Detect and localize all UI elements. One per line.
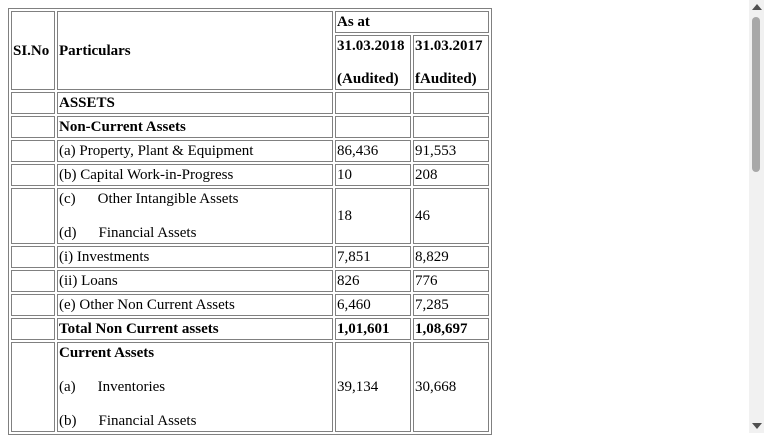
header-row-2: 31.03.2018 (Audited) 31.03.2017 fAudited… (11, 35, 489, 90)
row-label: Financial Assets (98, 413, 197, 429)
total-value-2018: 1,01,601 (335, 318, 411, 340)
item-marker: (c) (59, 191, 76, 207)
non-current-assets-heading: Non-Current Assets (57, 116, 333, 138)
table-row: (c) Other Intangible Assets (d) Financial … (11, 188, 489, 244)
row-value-2018: 39,134 (335, 342, 411, 432)
as-at-header: As at (335, 11, 489, 33)
row-label: (b) Capital Work-in-Progress (57, 164, 333, 186)
col1-header: 31.03.2018 (Audited) (335, 35, 411, 90)
row-label-multiline: (c) Other Intangible Assets (d) Financial … (57, 188, 333, 244)
table-row: (a) Property, Plant & Equipment 86,436 9… (11, 140, 489, 162)
col2-status: fAudited) (415, 71, 477, 87)
row-value-2017: 91,553 (413, 140, 489, 162)
item-marker: (a) (59, 379, 76, 395)
row-value-2017: 208 (413, 164, 489, 186)
row-label: (e) Other Non Current Assets (57, 294, 333, 316)
row-value-2017: 7,285 (413, 294, 489, 316)
header-row-1: SI.No Particulars As at (11, 11, 489, 90)
row-value-2018: 18 (335, 188, 411, 244)
item-marker: (d) (59, 225, 77, 241)
scroll-up-arrow-icon[interactable] (752, 4, 762, 10)
table-row: (b) Capital Work-in-Progress 10 208 (11, 164, 489, 186)
col2-date: 31.03.2017 (415, 38, 483, 54)
balance-sheet-table: SI.No Particulars As at 31.03.2018 (Audi… (8, 8, 492, 435)
row-value-2018: 7,851 (335, 246, 411, 268)
row-value-2018: 6,460 (335, 294, 411, 316)
row-value-2018: 826 (335, 270, 411, 292)
total-value-2017: 1,08,697 (413, 318, 489, 340)
table-row: (ii) Loans 826 776 (11, 270, 489, 292)
row-label: (i) Investments (57, 246, 333, 268)
row-value-2018: 10 (335, 164, 411, 186)
scroll-down-arrow-icon[interactable] (752, 423, 762, 429)
table-row: Current Assets (a) Inventories (b) Financi… (11, 342, 489, 432)
vertical-scrollbar[interactable] (749, 0, 764, 433)
row-label: Other Intangible Assets (97, 191, 239, 207)
table-row: Non-Current Assets (11, 116, 489, 138)
slno-header: SI.No (11, 11, 55, 90)
total-label: Total Non Current assets (57, 318, 333, 340)
row-value-2017: 776 (413, 270, 489, 292)
row-value-2018: 86,436 (335, 140, 411, 162)
total-row: Total Non Current assets 1,01,601 1,08,6… (11, 318, 489, 340)
current-assets-block: Current Assets (a) Inventories (b) Financi… (57, 342, 333, 432)
row-label: (ii) Loans (57, 270, 333, 292)
row-value-2017: 30,668 (413, 342, 489, 432)
balance-sheet-document: SI.No Particulars As at 31.03.2018 (Audi… (8, 8, 492, 435)
particulars-header: Particulars (57, 11, 333, 90)
table-row: (e) Other Non Current Assets 6,460 7,285 (11, 294, 489, 316)
scroll-thumb[interactable] (752, 17, 760, 172)
item-marker: (b) (59, 413, 77, 429)
table-row: (i) Investments 7,851 8,829 (11, 246, 489, 268)
col1-date: 31.03.2018 (337, 38, 405, 54)
table-row: ASSETS (11, 92, 489, 114)
col2-header: 31.03.2017 fAudited) (413, 35, 489, 90)
assets-heading: ASSETS (57, 92, 333, 114)
col1-status: (Audited) (337, 71, 399, 87)
row-value-2017: 46 (413, 188, 489, 244)
current-assets-heading: Current Assets (59, 345, 155, 361)
row-value-2017: 8,829 (413, 246, 489, 268)
row-label: Financial Assets (98, 225, 197, 241)
row-label: (a) Property, Plant & Equipment (57, 140, 333, 162)
row-label: Inventories (97, 379, 166, 395)
